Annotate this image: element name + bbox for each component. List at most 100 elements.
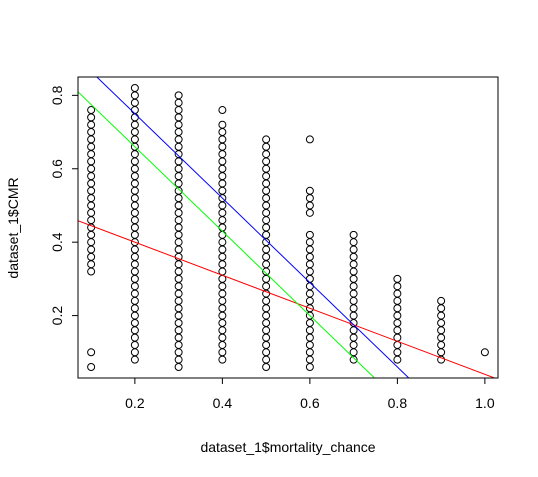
- x-tick-label: 1.0: [475, 395, 495, 411]
- fit-line: [96, 77, 410, 378]
- data-point: [218, 252, 227, 261]
- data-point: [218, 120, 227, 129]
- data-point: [174, 238, 183, 247]
- data-point: [87, 150, 96, 159]
- y-tick-label: 0.6: [49, 159, 65, 179]
- data-point: [130, 208, 139, 217]
- data-point: [218, 216, 227, 225]
- data-point: [262, 304, 271, 313]
- data-point: [349, 304, 358, 313]
- data-point: [262, 157, 271, 166]
- data-point: [262, 296, 271, 305]
- y-tick-label: 0.8: [49, 85, 65, 105]
- data-point: [305, 296, 314, 305]
- data-point: [393, 318, 402, 327]
- data-point: [262, 282, 271, 291]
- data-point: [349, 230, 358, 239]
- data-point: [349, 340, 358, 349]
- data-point: [130, 260, 139, 269]
- data-point: [174, 296, 183, 305]
- data-point: [262, 135, 271, 144]
- data-point: [305, 245, 314, 254]
- data-point: [87, 172, 96, 181]
- data-point: [218, 142, 227, 151]
- data-point: [349, 274, 358, 283]
- data-point: [130, 157, 139, 166]
- data-point: [393, 289, 402, 298]
- data-point: [305, 267, 314, 276]
- data-point: [262, 142, 271, 151]
- data-point: [437, 326, 446, 335]
- data-point: [130, 113, 139, 122]
- data-point: [393, 282, 402, 291]
- data-point: [305, 333, 314, 342]
- data-point: [130, 120, 139, 129]
- data-point: [393, 348, 402, 357]
- data-point: [130, 304, 139, 313]
- data-point: [174, 216, 183, 225]
- data-point: [262, 172, 271, 181]
- data-point: [218, 289, 227, 298]
- data-point: [437, 304, 446, 313]
- regression-lines: [78, 77, 497, 378]
- plot-frame: [77, 76, 499, 379]
- data-point: [393, 326, 402, 335]
- data-point: [218, 230, 227, 239]
- data-point: [437, 333, 446, 342]
- data-points: [87, 84, 489, 371]
- data-point: [87, 164, 96, 173]
- data-point: [174, 282, 183, 291]
- data-point: [130, 223, 139, 232]
- data-point: [130, 282, 139, 291]
- data-point: [130, 98, 139, 107]
- data-point: [305, 282, 314, 291]
- fit-line: [78, 91, 376, 378]
- data-point: [87, 245, 96, 254]
- data-point: [130, 91, 139, 100]
- data-point: [130, 84, 139, 93]
- data-point: [174, 304, 183, 313]
- data-point: [87, 208, 96, 217]
- data-point: [437, 296, 446, 305]
- data-point: [393, 355, 402, 364]
- data-point: [174, 113, 183, 122]
- data-point: [305, 318, 314, 327]
- data-point: [130, 201, 139, 210]
- data-point: [218, 223, 227, 232]
- data-point: [174, 267, 183, 276]
- data-point: [174, 355, 183, 364]
- data-point: [174, 223, 183, 232]
- data-point: [87, 230, 96, 239]
- data-point: [87, 157, 96, 166]
- data-point: [130, 274, 139, 283]
- data-point: [130, 106, 139, 115]
- data-point: [174, 91, 183, 100]
- x-tick-label: 0.2: [125, 395, 145, 411]
- data-point: [130, 340, 139, 349]
- data-point: [262, 326, 271, 335]
- data-point: [305, 326, 314, 335]
- data-point: [305, 289, 314, 298]
- data-point: [218, 106, 227, 115]
- data-point: [262, 179, 271, 188]
- data-point: [130, 186, 139, 195]
- data-point: [130, 216, 139, 225]
- data-point: [130, 252, 139, 261]
- data-point: [262, 223, 271, 232]
- data-point: [87, 142, 96, 151]
- data-point: [262, 362, 271, 371]
- data-point: [437, 318, 446, 327]
- data-point: [130, 135, 139, 144]
- data-point: [305, 362, 314, 371]
- data-point: [393, 296, 402, 305]
- data-point: [174, 362, 183, 371]
- data-point: [262, 208, 271, 217]
- data-point: [349, 267, 358, 276]
- data-point: [174, 164, 183, 173]
- data-point: [130, 326, 139, 335]
- data-point: [130, 318, 139, 327]
- data-point: [262, 311, 271, 320]
- data-point: [262, 252, 271, 261]
- data-point: [218, 150, 227, 159]
